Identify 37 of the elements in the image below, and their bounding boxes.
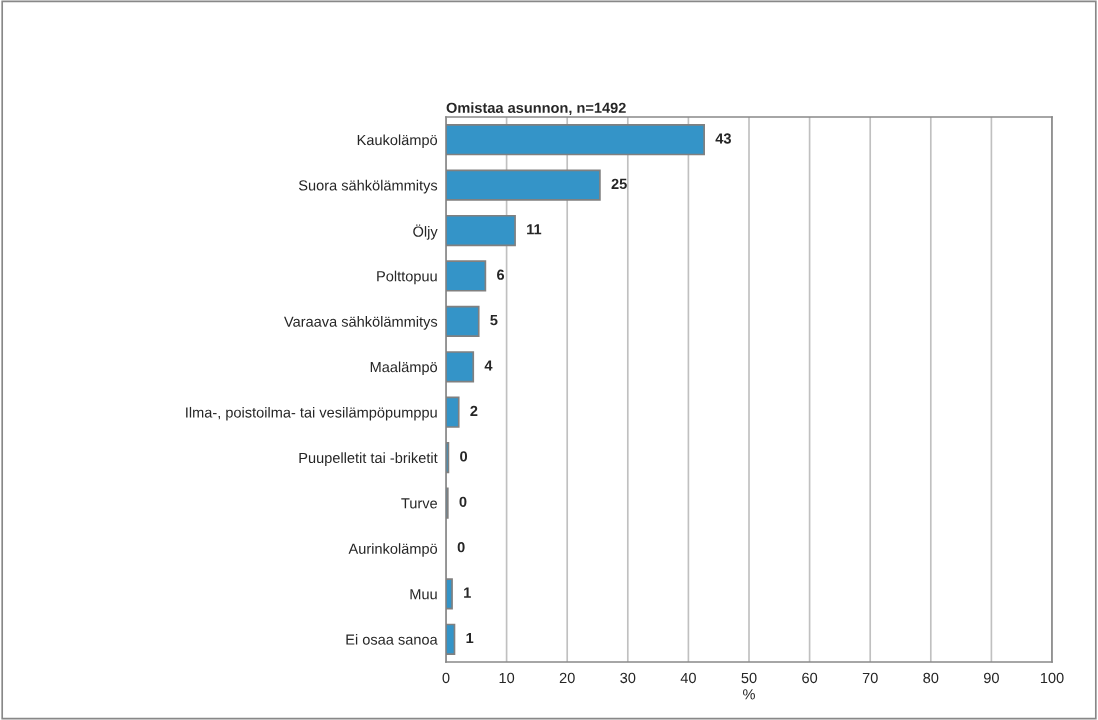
x-tick-label: 40 bbox=[680, 672, 696, 684]
y-tick-label: Turve bbox=[401, 498, 438, 509]
y-tick-label: Maalämpö bbox=[370, 361, 438, 376]
y-tick-label: Polttopuu bbox=[377, 270, 437, 285]
chart-title: Omistaa asunnon, n=1492 bbox=[446, 102, 626, 116]
x-tick-label: 60 bbox=[802, 672, 818, 684]
data-label: 0 bbox=[457, 542, 465, 553]
data-label: 0 bbox=[460, 451, 468, 462]
y-tick-label: Aurinkolämpö bbox=[348, 543, 438, 557]
x-tick-label: 0 bbox=[442, 672, 450, 684]
data-label: 2 bbox=[470, 405, 478, 416]
x-tick-label: 80 bbox=[923, 672, 939, 684]
y-tick-label: Varaava sähkölämmitys bbox=[284, 316, 438, 330]
data-label: 43 bbox=[715, 133, 731, 144]
y-tick-label: Ilma-, poistoilma- tai vesilämpöpumppu bbox=[186, 406, 437, 421]
x-tick-label: 100 bbox=[1040, 672, 1064, 684]
y-tick-label: Muu bbox=[410, 589, 437, 600]
x-axis-title: % bbox=[743, 689, 755, 700]
data-label: 6 bbox=[497, 269, 505, 280]
y-tick-label: Ei osaa sanoa bbox=[346, 634, 438, 645]
data-label: 1 bbox=[464, 587, 471, 598]
x-tick-label: 50 bbox=[741, 672, 757, 684]
data-label: 0 bbox=[459, 496, 467, 507]
x-tick-label: 30 bbox=[620, 672, 636, 684]
data-label: 5 bbox=[490, 315, 498, 326]
y-tick-label: Kaukolämpö bbox=[357, 134, 438, 149]
x-tick-label: 10 bbox=[499, 672, 515, 684]
y-tick-label: Öljy bbox=[413, 224, 438, 240]
x-tick-label: 70 bbox=[862, 672, 878, 684]
y-tick-label: Suora sähkölämmitys bbox=[298, 179, 438, 194]
data-label: 4 bbox=[484, 360, 493, 371]
x-tick-label: 90 bbox=[983, 672, 999, 684]
data-label: 25 bbox=[611, 178, 627, 190]
y-tick-label: Puupelletit tai -briketit bbox=[299, 452, 438, 466]
data-label: 11 bbox=[527, 224, 542, 235]
data-label: 1 bbox=[466, 633, 474, 644]
x-tick-label: 20 bbox=[559, 672, 575, 684]
